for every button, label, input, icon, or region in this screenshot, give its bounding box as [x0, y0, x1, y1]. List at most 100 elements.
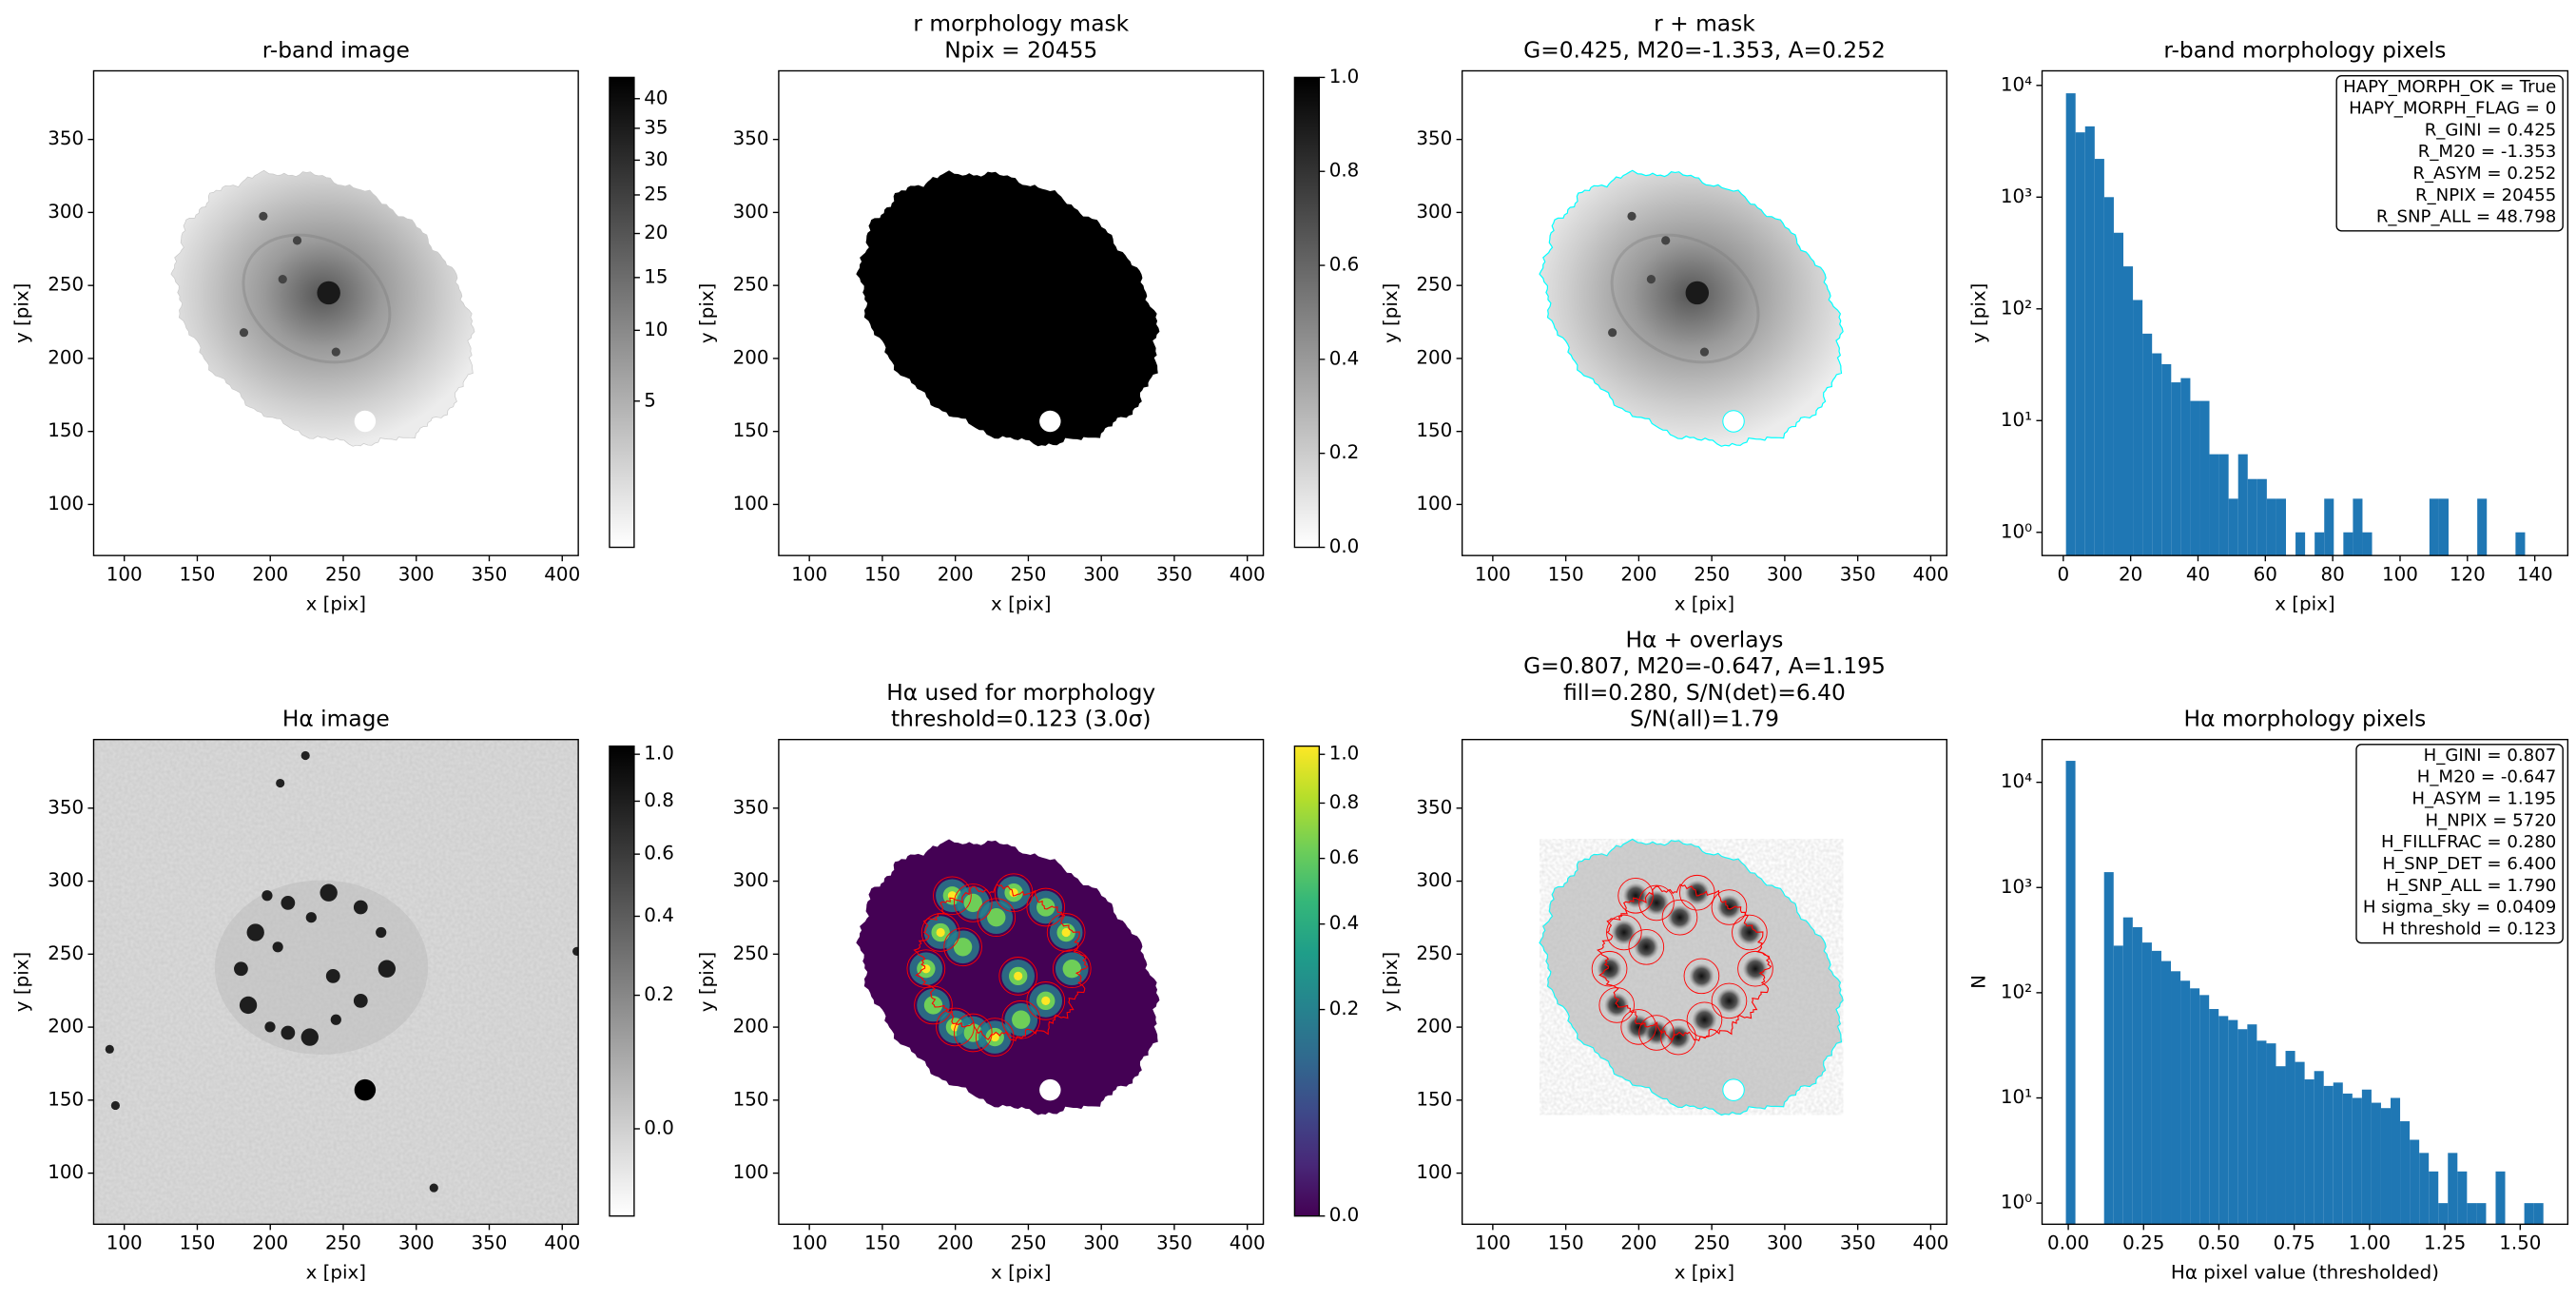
bar — [2315, 532, 2325, 556]
colorbar-tick-label: 25 — [644, 183, 668, 204]
colorbar-tick-label: 0.6 — [644, 843, 674, 864]
star — [354, 1078, 377, 1101]
stats-line: HAPY_MORPH_OK = True — [2343, 77, 2556, 97]
knot-contour — [1618, 878, 1654, 913]
image — [93, 739, 579, 1225]
bar — [2113, 232, 2124, 556]
x-tick-label: 250 — [325, 1232, 361, 1254]
y-axis-label: y [pix] — [11, 952, 33, 1012]
knot — [259, 211, 268, 221]
x-tick-label: 60 — [2254, 563, 2277, 585]
colorbar-tick-label: 5 — [644, 389, 656, 411]
knot-contour — [1629, 929, 1664, 964]
knot-contour — [1661, 1019, 1696, 1055]
knot-contour — [1607, 915, 1642, 950]
plot-area — [171, 170, 475, 446]
colorbar-tick-label: 0.2 — [1329, 441, 1360, 463]
knot — [1608, 328, 1617, 338]
bar — [2171, 971, 2181, 1225]
chart-title: G=0.807, M20=-0.647, A=1.195 — [1523, 653, 1886, 679]
colorbar-tick-label: 15 — [644, 265, 668, 287]
y-axis-label: y [pix] — [11, 283, 33, 343]
bar — [2295, 1061, 2305, 1225]
plot-area — [856, 170, 1160, 447]
bar — [2161, 363, 2172, 556]
knot-contour — [999, 957, 1037, 995]
stats-line: H_NPIX = 5720 — [2425, 810, 2556, 830]
mask — [856, 170, 1160, 447]
knot — [320, 883, 338, 902]
knot-contour — [1662, 900, 1697, 935]
bar — [2123, 266, 2134, 556]
stats-line: H sigma_sky = 0.0409 — [2363, 898, 2556, 918]
star — [300, 750, 310, 761]
knot — [1597, 956, 1622, 981]
axes-frame — [2041, 69, 2569, 556]
x-tick-label: 80 — [2321, 563, 2345, 585]
y-tick-label: 10¹ — [2001, 1086, 2032, 1108]
bar — [2180, 378, 2191, 556]
bar — [2209, 454, 2219, 556]
bar — [2141, 942, 2152, 1225]
knot — [1062, 960, 1081, 979]
chart-title: Hα image — [282, 706, 390, 731]
colorbar-tick-label: 10 — [644, 319, 668, 340]
knot — [239, 996, 258, 1015]
bar — [2276, 498, 2286, 556]
knot — [1634, 934, 1659, 960]
y-axis-label: y [pix] — [1967, 283, 1989, 343]
knot — [953, 938, 973, 957]
threshold-contour — [914, 884, 1087, 1040]
bar — [2323, 1085, 2334, 1225]
bar — [2380, 1108, 2392, 1225]
x-axis-label: x [pix] — [306, 592, 366, 614]
y-tick-label: 150 — [1416, 419, 1452, 441]
chart-title: Hα + overlays — [1625, 627, 1783, 652]
bar — [2371, 1102, 2381, 1225]
bar — [2152, 353, 2162, 556]
bar — [2295, 532, 2306, 556]
x-axis-label: x [pix] — [306, 1262, 366, 1284]
plot-area — [93, 739, 579, 1225]
x-tick-label: 350 — [1156, 1232, 1192, 1254]
knot — [963, 893, 982, 913]
colorbar-tick-label: 0.8 — [1329, 160, 1360, 182]
knot-contour — [915, 986, 953, 1024]
x-tick-label: 100 — [791, 563, 827, 585]
y-tick-label: 200 — [733, 1016, 769, 1038]
x-tick-label: 250 — [325, 563, 361, 585]
y-tick-label: 10⁰ — [2001, 520, 2032, 542]
plot-area — [856, 839, 1160, 1116]
y-tick-label: 10³ — [2001, 185, 2032, 207]
galaxy — [1540, 170, 1843, 446]
y-tick-label: 200 — [48, 346, 84, 368]
masked-star — [354, 410, 377, 433]
y-tick-label: 300 — [48, 869, 84, 891]
x-tick-label: 150 — [180, 563, 216, 585]
bar — [2065, 761, 2076, 1225]
chart-title: Hα used for morphology — [886, 680, 1155, 706]
bar — [2237, 1029, 2248, 1225]
colorbar-tick-label: 0.0 — [1329, 535, 1360, 557]
y-tick-label: 150 — [733, 419, 769, 441]
knot — [1603, 992, 1630, 1019]
x-tick-label: 250 — [1694, 563, 1730, 585]
y-tick-label: 10³ — [2001, 876, 2032, 898]
y-tick-label: 250 — [1416, 942, 1452, 964]
y-tick-label: 100 — [733, 1161, 769, 1183]
bar — [2266, 1043, 2276, 1225]
x-tick-label: 300 — [398, 1232, 435, 1254]
y-tick-label: 250 — [1416, 274, 1452, 296]
y-tick-label: 10⁴ — [2001, 73, 2032, 95]
knot-contour — [954, 884, 992, 922]
y-tick-label: 10² — [2001, 297, 2032, 319]
bar — [2477, 498, 2488, 556]
knot — [1699, 347, 1710, 357]
x-tick-label: 250 — [1010, 1232, 1046, 1254]
y-tick-label: 300 — [733, 869, 769, 891]
colorbar-tick-label: 0.8 — [644, 789, 674, 811]
y-tick-label: 10⁴ — [2001, 770, 2032, 792]
knot — [1661, 236, 1671, 245]
colorbar-tick-label: 0.4 — [1329, 347, 1360, 369]
